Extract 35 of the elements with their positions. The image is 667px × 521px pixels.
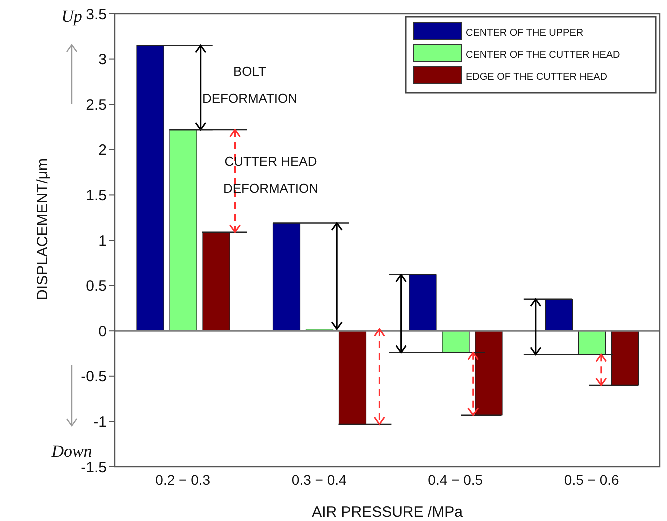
bar xyxy=(578,330,606,355)
bar xyxy=(338,330,367,425)
bar xyxy=(272,222,301,332)
x-tick-label: 0.3 − 0.4 xyxy=(292,472,348,488)
y-tick-label: -1.5 xyxy=(81,459,107,476)
x-tick-label: 0.5 − 0.6 xyxy=(564,472,620,488)
legend-label: EDGE OF THE CUTTER HEAD xyxy=(466,72,608,83)
y-tick-label: 2 xyxy=(98,142,107,160)
y-tick-label: -1 xyxy=(94,414,107,432)
y-tick-label: 2.5 xyxy=(86,96,107,114)
legend-label: CENTER OF THE UPPER xyxy=(466,28,584,39)
y-tick-label: 3.5 xyxy=(86,6,107,24)
bar xyxy=(202,232,230,332)
x-tick-label: 0.2 − 0.3 xyxy=(156,472,211,488)
bar xyxy=(170,130,198,332)
y-tick-label: 0.5 xyxy=(86,278,107,296)
y-tick-label: -0.5 xyxy=(81,368,107,386)
y-tick-label: 0 xyxy=(98,323,107,340)
text: Up xyxy=(62,7,82,26)
y-axis-title: DISPLACEMENT/μm xyxy=(34,158,52,300)
annotation: CUTTER HEAD DEFORMATION xyxy=(223,154,319,196)
y-tick-label: 1 xyxy=(98,232,107,250)
y-tick-label: 3 xyxy=(98,52,107,69)
bar xyxy=(136,45,164,332)
legend-label: CENTER OF THE CUTTER HEAD xyxy=(466,50,620,61)
bar xyxy=(545,299,574,332)
bar xyxy=(475,330,503,416)
x-axis-title: AIR PRESSURE /MPa xyxy=(312,504,464,521)
text: Down xyxy=(50,442,92,461)
y-tick-label: 1.5 xyxy=(86,188,107,205)
bar xyxy=(409,274,437,332)
annotation: BOLT DEFORMATION xyxy=(202,64,298,106)
bar xyxy=(611,330,640,386)
bar xyxy=(442,330,470,354)
x-tick-label: 0.4 − 0.5 xyxy=(428,472,484,488)
